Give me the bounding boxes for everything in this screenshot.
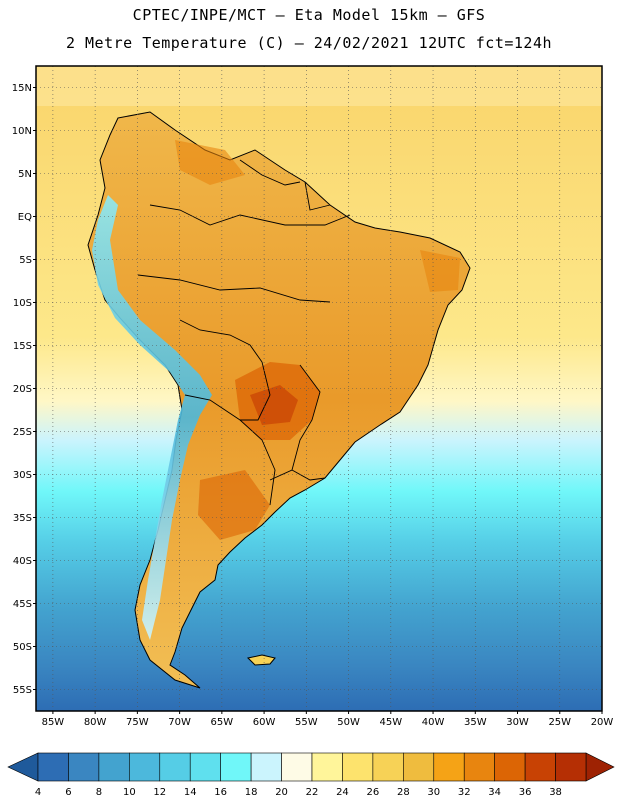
colorbar-low-arrow bbox=[7, 752, 39, 782]
falklands bbox=[246, 654, 276, 666]
lat-tick-label: 50S bbox=[13, 642, 32, 653]
lon-tick-label: 85W bbox=[42, 717, 65, 728]
lon-tick-label: 25W bbox=[548, 717, 571, 728]
lon-tick-label: 40W bbox=[422, 717, 445, 728]
lat-tick-label: 10N bbox=[12, 126, 32, 137]
colorbar-label: 26 bbox=[367, 787, 380, 798]
lat-tick-label: 5S bbox=[19, 255, 32, 266]
lon-tick-label: 35W bbox=[464, 717, 487, 728]
lon-tick-label: 65W bbox=[211, 717, 234, 728]
colorbar-swatch bbox=[403, 752, 435, 782]
lon-tick-label: 70W bbox=[168, 717, 191, 728]
colorbar-swatch bbox=[342, 752, 374, 782]
colorbar-label: 8 bbox=[96, 787, 102, 798]
lat-tick-label: 20S bbox=[13, 384, 32, 395]
lat-tick-label: 15N bbox=[12, 83, 32, 94]
lon-tick-label: 45W bbox=[379, 717, 402, 728]
chart-title-line1: CPTEC/INPE/MCT – Eta Model 15km – GFS bbox=[132, 6, 486, 24]
colorbar-swatch bbox=[129, 752, 161, 782]
lon-tick-label: 50W bbox=[337, 717, 360, 728]
lat-tick-label: 45S bbox=[13, 599, 32, 610]
colorbar-swatch bbox=[189, 752, 221, 782]
colorbar-label: 36 bbox=[519, 787, 532, 798]
colorbar: 4 6 8 10 12 14 16 18 20 22 24 26 28 30 32 34 36 38 bbox=[7, 752, 615, 798]
colorbar-swatch bbox=[524, 752, 556, 782]
colorbar-swatch bbox=[281, 752, 313, 782]
colorbar-label: 10 bbox=[123, 787, 136, 798]
lon-tick-label: 80W bbox=[84, 717, 107, 728]
lat-tick-label: 25S bbox=[13, 427, 32, 438]
colorbar-swatch bbox=[311, 752, 343, 782]
colorbar-label: 28 bbox=[397, 787, 410, 798]
colorbar-label: 18 bbox=[245, 787, 258, 798]
colorbar-label: 6 bbox=[65, 787, 71, 798]
colorbar-label: 30 bbox=[427, 787, 440, 798]
colorbar-label: 22 bbox=[306, 787, 319, 798]
latitude-labels: 15N 10N 5N EQ 5S 10S 15S 20S 25S 30S 35S 40S 45S 50S 5… bbox=[12, 83, 36, 696]
colorbar-swatch bbox=[68, 752, 100, 782]
colorbar-label: 24 bbox=[336, 787, 349, 798]
colorbar-label: 16 bbox=[214, 787, 227, 798]
lat-tick-label: 40S bbox=[13, 556, 32, 567]
country-borders bbox=[137, 159, 351, 506]
lat-tick-label: 15S bbox=[13, 341, 32, 352]
colorbar-swatch bbox=[433, 752, 465, 782]
andes-cold-band bbox=[92, 195, 212, 640]
lon-tick-label: 60W bbox=[253, 717, 276, 728]
lon-tick-label: 55W bbox=[295, 717, 318, 728]
lat-tick-label: 5N bbox=[18, 169, 32, 180]
lat-tick-label: 35S bbox=[13, 513, 32, 524]
colorbar-label: 12 bbox=[153, 787, 166, 798]
lon-tick-label: 75W bbox=[126, 717, 149, 728]
colorbar-label: 32 bbox=[458, 787, 471, 798]
lat-tick-label: 55S bbox=[13, 685, 32, 696]
colorbar-swatch bbox=[555, 752, 587, 782]
colorbar-swatch bbox=[37, 752, 69, 782]
chart-title-line2: 2 Metre Temperature (C) – 24/02/2021 12U… bbox=[65, 34, 553, 52]
colorbar-swatch bbox=[372, 752, 404, 782]
longitude-labels: 85W 80W 75W 70W 65W 60W 55W 50W 45W 40W 35W 30W 25W 2… bbox=[42, 711, 614, 728]
colorbar-swatch bbox=[220, 752, 252, 782]
colorbar-label: 38 bbox=[549, 787, 562, 798]
colorbar-swatch bbox=[98, 752, 130, 782]
colorbar-label: 34 bbox=[488, 787, 501, 798]
colorbar-swatch bbox=[494, 752, 526, 782]
colorbar-swatch bbox=[159, 752, 191, 782]
lon-tick-label: 30W bbox=[506, 717, 529, 728]
colorbar-label: 20 bbox=[275, 787, 288, 798]
lat-tick-label: 30S bbox=[13, 470, 32, 481]
colorbar-swatch bbox=[250, 752, 282, 782]
colorbar-swatch bbox=[463, 752, 495, 782]
colorbar-label: 14 bbox=[184, 787, 197, 798]
lat-tick-label: EQ bbox=[18, 212, 32, 223]
colorbar-label: 4 bbox=[35, 787, 41, 798]
lon-tick-label: 20W bbox=[591, 717, 614, 728]
colorbar-high-arrow bbox=[585, 752, 615, 782]
lat-tick-label: 10S bbox=[13, 298, 32, 309]
map-area bbox=[36, 66, 602, 711]
